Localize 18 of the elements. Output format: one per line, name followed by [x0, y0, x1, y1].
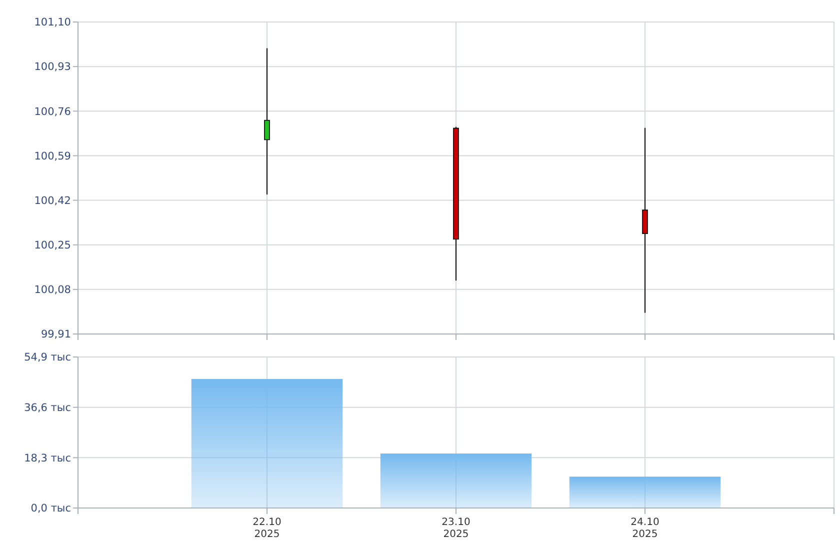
- x-tick-label: 24.10 2025: [630, 517, 660, 540]
- y-tick-label: 100,93: [34, 61, 71, 74]
- bar: [380, 454, 532, 508]
- y-tick-label: 100,76: [34, 106, 72, 118]
- y-tick-label: 100,59: [34, 150, 71, 162]
- bar: [569, 476, 721, 508]
- y-tick-label: 101,10: [34, 16, 71, 29]
- y-tick-label: 18,3 тыс: [24, 452, 72, 464]
- y-tick-label: 0,0 тыс: [30, 502, 72, 515]
- y-tick-label: 100,42: [34, 194, 71, 207]
- x-tick-label: 23.10 2025: [442, 517, 470, 540]
- y-tick-label: 99,91: [40, 328, 71, 341]
- y-tick-label: 36,6 тыс: [24, 402, 72, 414]
- y-tick-label: 54,9 тыс: [24, 352, 72, 364]
- x-tick-label: 22.10 2025: [252, 517, 282, 540]
- bar: [191, 379, 343, 508]
- y-tick-label: 100,25: [34, 240, 71, 252]
- y-tick-label: 100,08: [34, 284, 71, 296]
